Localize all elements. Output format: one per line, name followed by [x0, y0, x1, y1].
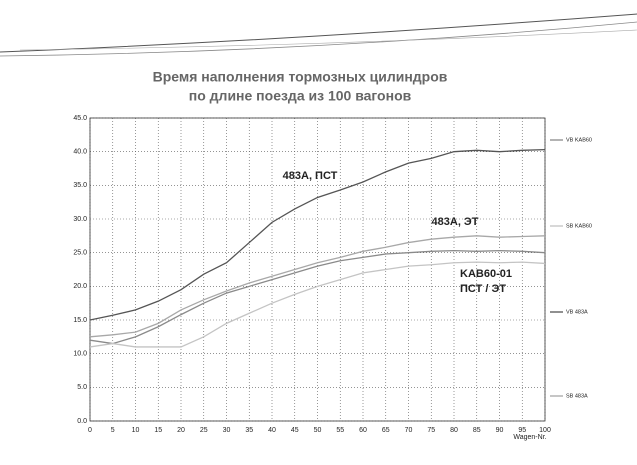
x-tick-label: 95: [518, 427, 526, 434]
x-tick-label: 90: [496, 427, 504, 434]
legend-label: SB 483A: [566, 393, 588, 399]
series-line: [89, 235, 546, 338]
chart-title: Время наполнения тормозных цилиндров: [153, 69, 448, 85]
decor-line: [19, 29, 637, 51]
x-tick-label: 25: [200, 427, 208, 434]
x-tick-label: 20: [177, 427, 185, 434]
annotation: 483A, ПСТ: [283, 170, 338, 182]
y-tick-label: 40.0: [73, 149, 87, 156]
legend-label: VB KAB60: [566, 137, 592, 143]
y-tick-label: 45.0: [73, 115, 87, 122]
x-axis-label: Wagen-Nr.: [513, 434, 546, 441]
annotation: ПСТ / ЭТ: [460, 283, 506, 295]
annotation: 483A, ЭТ: [432, 216, 479, 228]
y-tick-label: 0.0: [77, 418, 87, 425]
x-tick-label: 75: [427, 427, 435, 434]
x-tick-label: 0: [88, 427, 92, 434]
legend-label: SB KAB60: [566, 223, 592, 229]
annotation: KAB60-01: [460, 268, 512, 280]
x-tick-label: 100: [539, 427, 551, 434]
y-tick-label: 25.0: [73, 250, 87, 257]
x-tick-label: 70: [405, 427, 413, 434]
y-tick-label: 5.0: [77, 384, 87, 391]
y-tick-label: 30.0: [73, 216, 87, 223]
y-tick-label: 10.0: [73, 351, 87, 358]
x-tick-label: 85: [473, 427, 481, 434]
series-line: [89, 261, 546, 348]
x-tick-label: 40: [268, 427, 276, 434]
x-tick-label: 80: [450, 427, 458, 434]
series-line: [89, 148, 546, 321]
x-tick-label: 15: [154, 427, 162, 434]
x-tick-label: 65: [382, 427, 390, 434]
x-tick-label: 45: [291, 427, 299, 434]
decor-line: [0, 13, 637, 53]
decor-line: [0, 21, 637, 57]
y-tick-label: 15.0: [73, 317, 87, 324]
series-line: [89, 249, 546, 345]
y-tick-label: 20.0: [73, 283, 87, 290]
x-tick-label: 60: [359, 427, 367, 434]
chart-subtitle: по длине поезда из 100 вагонов: [189, 88, 412, 104]
x-tick-label: 30: [223, 427, 231, 434]
x-tick-label: 5: [111, 427, 115, 434]
x-tick-label: 55: [336, 427, 344, 434]
x-tick-label: 10: [132, 427, 140, 434]
legend-label: VB 483A: [566, 309, 588, 315]
plot-frame: [89, 117, 546, 422]
x-tick-label: 50: [314, 427, 322, 434]
x-tick-label: 35: [245, 427, 253, 434]
y-tick-label: 35.0: [73, 182, 87, 189]
